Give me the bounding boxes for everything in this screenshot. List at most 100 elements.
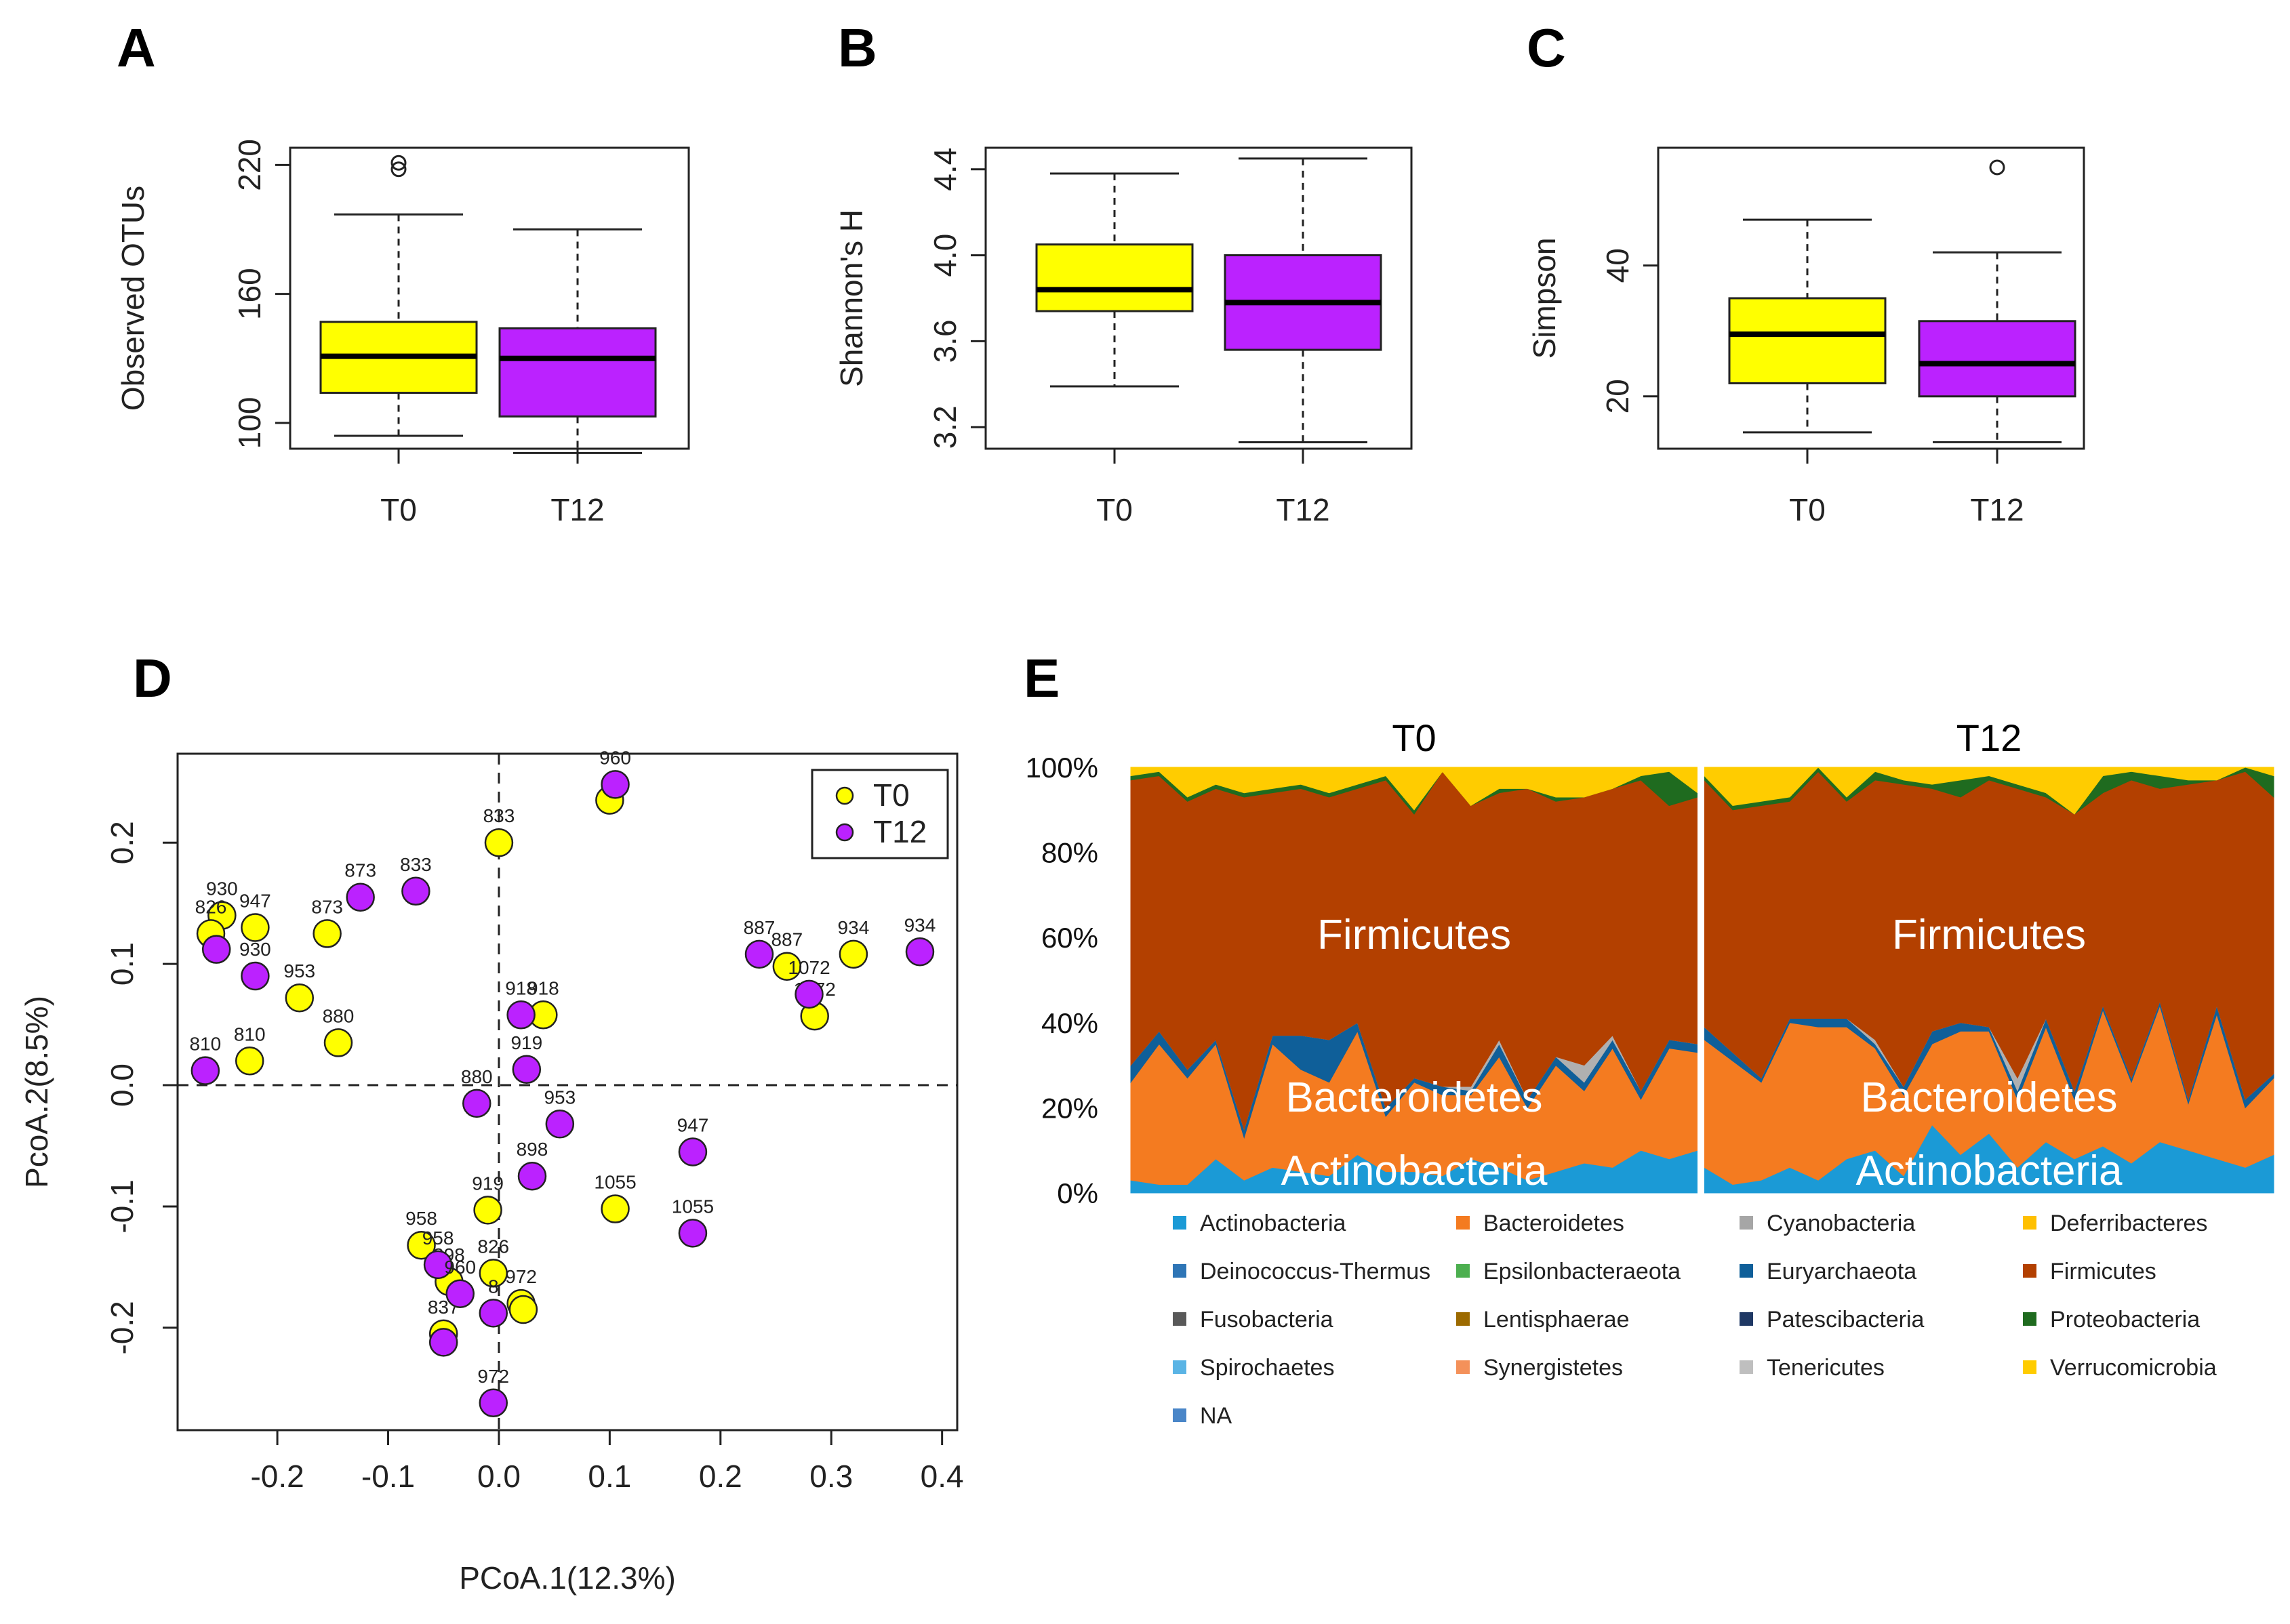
y-tick-label: 100 — [232, 397, 267, 449]
y-tick-label: 60% — [1041, 922, 1098, 954]
group-title-t0: T0 — [1392, 716, 1436, 759]
point-t0 — [323, 1028, 353, 1057]
outlier-point — [390, 161, 407, 178]
point-label: 947 — [239, 890, 271, 911]
legend-label: Tenericutes — [1767, 1355, 1885, 1381]
point-t12 — [678, 1137, 708, 1166]
y-tick-label: -0.1 — [104, 1179, 140, 1233]
legend-label: Euryarchaeota — [1767, 1259, 1916, 1284]
legend-label: Synergistetes — [1483, 1355, 1623, 1381]
x-tick-label: T12 — [1970, 492, 2024, 527]
series-label-firmicutes: Firmicutes — [1317, 912, 1511, 958]
legend-label: T0 — [873, 777, 910, 813]
panel-label-d: D — [133, 648, 172, 708]
x-tick-label: 0.4 — [921, 1459, 964, 1494]
x-tick-label: T0 — [380, 492, 417, 527]
panel-label-c: C — [1527, 18, 1566, 78]
legend-label: Epsilonbacteraeota — [1483, 1259, 1681, 1284]
point-label: 960 — [444, 1257, 476, 1278]
point-t12 — [517, 1161, 547, 1191]
legend-swatch — [2023, 1360, 2036, 1374]
point-label: 826 — [477, 1236, 509, 1257]
point-t12 — [601, 770, 630, 799]
point-t0 — [479, 1259, 508, 1288]
point-label: 1055 — [672, 1196, 714, 1217]
legend-label: NA — [1200, 1403, 1232, 1429]
series-label-actinobacteria: Actinobacteria — [1856, 1148, 2123, 1194]
legend-swatch — [1173, 1312, 1186, 1326]
x-tick-label: T12 — [1276, 492, 1329, 527]
point-label: 1072 — [788, 957, 830, 978]
point-t12 — [241, 961, 270, 991]
point-t12 — [428, 1328, 458, 1357]
legend-swatch — [1456, 1312, 1470, 1326]
y-tick-label: 20% — [1041, 1092, 1098, 1124]
legend-label: Fusobacteria — [1200, 1307, 1333, 1333]
series-label-bacteroidetes: Bacteroidetes — [1285, 1074, 1542, 1121]
legend-label: Deferribacteres — [2050, 1211, 2207, 1236]
box-t0 — [1035, 243, 1194, 312]
legend-swatch — [1740, 1264, 1753, 1278]
y-tick-label: 0.0 — [104, 1063, 140, 1107]
point-label: 887 — [744, 917, 776, 938]
point-label: 930 — [206, 878, 238, 899]
legend-swatch — [1456, 1216, 1470, 1230]
point-t12 — [506, 1000, 536, 1030]
point-label: 930 — [239, 939, 271, 960]
y-tick-label: 80% — [1041, 837, 1098, 869]
x-tick-label: -0.1 — [361, 1459, 415, 1494]
x-tick-label: T12 — [550, 492, 604, 527]
point-label: 919 — [510, 1032, 542, 1053]
legend-swatch — [1740, 1216, 1753, 1230]
legend-swatch — [1456, 1360, 1470, 1374]
x-tick-label: 0.0 — [477, 1459, 521, 1494]
y-axis-label: Shannon's H — [834, 209, 869, 387]
legend-marker-t12 — [835, 823, 854, 842]
point-t0 — [285, 983, 315, 1013]
y-tick-label: 40% — [1041, 1007, 1098, 1039]
point-label: 898 — [517, 1139, 548, 1160]
box-t12 — [498, 327, 657, 418]
legend-label: Spirochaetes — [1200, 1355, 1334, 1381]
legend-label: Proteobacteria — [2050, 1307, 2200, 1333]
legend-label: Lentisphaerae — [1483, 1307, 1630, 1333]
panel-label-a: A — [117, 18, 156, 78]
y-tick-label: 220 — [232, 139, 267, 191]
point-t0 — [508, 1295, 538, 1324]
point-label: 972 — [477, 1366, 509, 1387]
x-tick-label: T0 — [1789, 492, 1826, 527]
y-tick-label: 160 — [232, 268, 267, 320]
y-axis-label: Observed OTUs — [115, 186, 150, 411]
y-tick-label: 20 — [1600, 379, 1635, 413]
point-t12 — [512, 1055, 542, 1084]
point-t12 — [744, 939, 774, 969]
series-label-bacteroidetes: Bacteroidetes — [1860, 1074, 2117, 1121]
point-label: 887 — [771, 929, 803, 950]
y-tick-label: 0.2 — [104, 821, 140, 864]
point-label: 958 — [422, 1227, 454, 1249]
point-label: 958 — [405, 1208, 437, 1229]
group-separator — [1698, 759, 1704, 1200]
legend-label: Patescibacteria — [1767, 1307, 1925, 1333]
y-tick-label: 4.4 — [927, 148, 963, 191]
plot-frame — [176, 752, 959, 1432]
point-t12 — [462, 1089, 491, 1118]
point-label: 919 — [472, 1173, 504, 1194]
point-label: 810 — [189, 1034, 221, 1055]
legend-label: Verrucomicrobia — [2050, 1355, 2217, 1381]
point-label: 833 — [483, 805, 515, 826]
legend-label: T12 — [873, 814, 927, 849]
legend-swatch — [1740, 1360, 1753, 1374]
y-tick-label: 100% — [1026, 752, 1098, 784]
point-t0 — [241, 913, 270, 942]
box-t12 — [1918, 320, 2076, 398]
point-t0 — [235, 1047, 264, 1076]
point-label: 833 — [400, 854, 432, 875]
y-tick-label: 3.6 — [927, 319, 963, 363]
y-axis-label: Simpson — [1527, 238, 1562, 359]
x-tick-label: T0 — [1096, 492, 1133, 527]
legend-label: Bacteroidetes — [1483, 1211, 1624, 1236]
point-t12 — [346, 882, 375, 912]
point-t0 — [484, 828, 514, 857]
